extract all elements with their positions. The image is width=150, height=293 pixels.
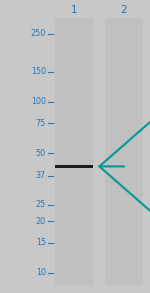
Text: 25: 25 — [36, 200, 46, 209]
Text: 20: 20 — [36, 217, 46, 226]
Bar — [105, 18, 143, 285]
Text: 10: 10 — [36, 268, 46, 277]
Text: 15: 15 — [36, 238, 46, 247]
Bar — [55, 18, 93, 285]
Bar — [55, 165, 93, 168]
Text: 2: 2 — [121, 5, 127, 15]
Text: 37: 37 — [36, 171, 46, 180]
Text: 100: 100 — [31, 98, 46, 106]
Text: 150: 150 — [31, 67, 46, 76]
Text: 1: 1 — [71, 5, 77, 15]
Text: 75: 75 — [36, 119, 46, 128]
Text: 50: 50 — [36, 149, 46, 158]
Text: 250: 250 — [31, 30, 46, 38]
